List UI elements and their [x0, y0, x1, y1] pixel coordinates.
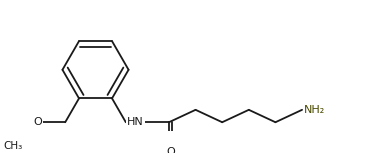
Text: O: O: [166, 147, 175, 153]
Text: HN: HN: [127, 117, 143, 127]
Text: O: O: [33, 117, 42, 127]
Text: NH₂: NH₂: [304, 105, 325, 115]
Text: CH₃: CH₃: [4, 141, 23, 151]
